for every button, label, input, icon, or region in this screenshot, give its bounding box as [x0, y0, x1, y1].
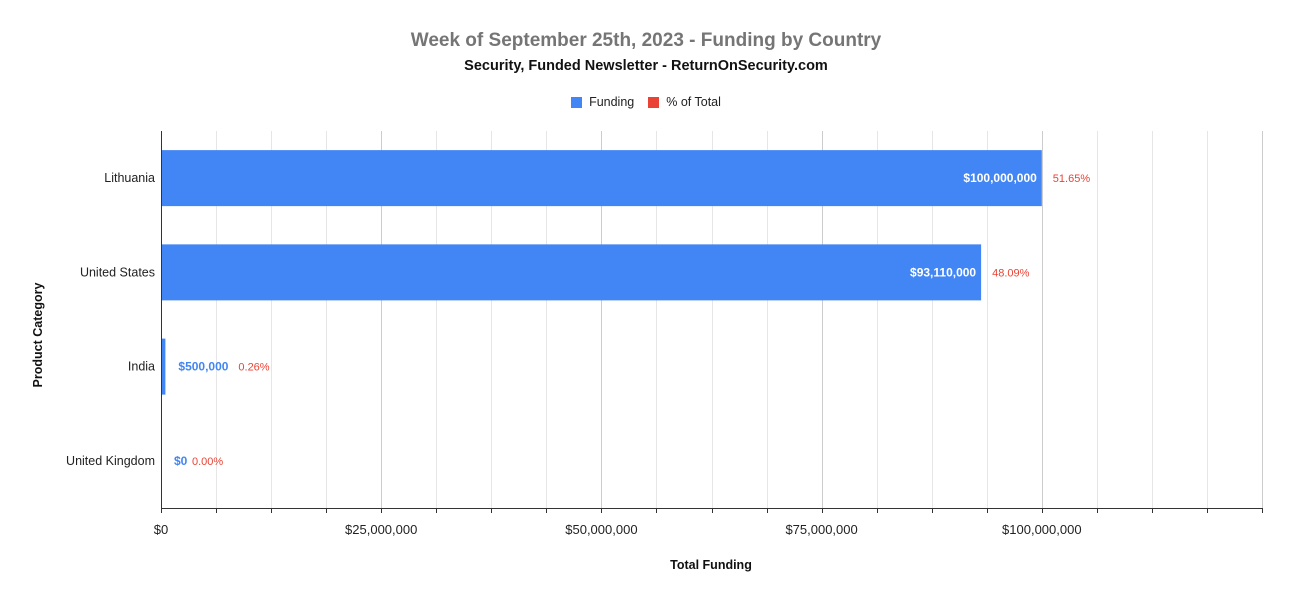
chart-title: Week of September 25th, 2023 - Funding b… — [410, 30, 882, 51]
labels: $0 $25,000,000 $50,000,000 $75,000,000 $100,… — [66, 171, 1090, 537]
bars — [162, 150, 1042, 395]
x-tick-label: $100,000,000 — [1002, 522, 1082, 537]
x-axis-title: Total Funding — [670, 558, 752, 572]
data-label-funding: $93,110,000 — [910, 265, 976, 279]
legend-item-percent[interactable]: % of Total — [648, 95, 721, 109]
legend-label-percent: % of Total — [666, 95, 721, 109]
data-label-percent: 0.00% — [192, 456, 223, 468]
category-label: United States — [80, 265, 155, 279]
data-label-percent: 0.26% — [238, 362, 269, 374]
x-tick-label: $25,000,000 — [345, 522, 417, 537]
data-label-percent: 48.09% — [992, 267, 1030, 279]
x-tick-label: $75,000,000 — [785, 522, 857, 537]
data-label-funding: $0 — [174, 454, 188, 468]
data-label-percent: 51.65% — [1053, 173, 1091, 185]
category-label: Lithuania — [104, 171, 155, 185]
axes — [161, 131, 1263, 513]
legend-label-funding: Funding — [589, 95, 635, 109]
legend-swatch-percent — [648, 96, 660, 108]
category-label: United Kingdom — [66, 454, 155, 468]
legend-swatch-funding — [571, 96, 583, 108]
x-tick-label: $50,000,000 — [565, 522, 637, 537]
legend-item-funding[interactable]: Funding — [571, 95, 634, 109]
chart-legend: Funding % of Total — [0, 95, 1292, 109]
bar — [162, 338, 166, 395]
category-label: India — [128, 360, 155, 374]
data-label-funding: $100,000,000 — [963, 171, 1037, 185]
x-tick-label: $0 — [154, 522, 168, 537]
data-label-funding: $500,000 — [178, 360, 228, 374]
y-axis-title: Product Category — [31, 283, 45, 388]
bar — [162, 244, 982, 301]
bar — [162, 150, 1042, 207]
chart-subtitle: Security, Funded Newsletter - ReturnOnSe… — [464, 58, 828, 74]
